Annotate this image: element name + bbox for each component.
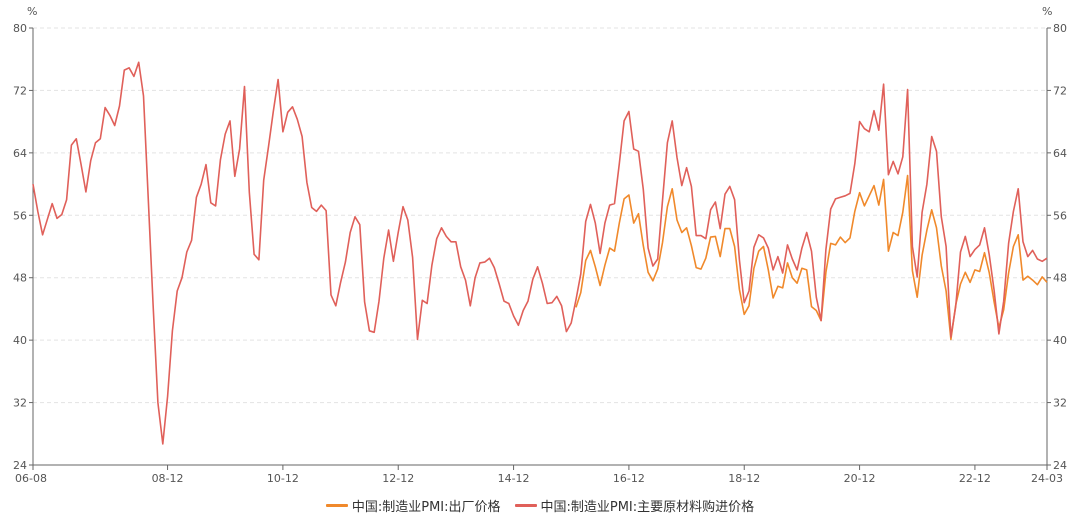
x-tick-label-22-12: 22-12 [959, 472, 991, 485]
y-left-tick-label-24: 24 [13, 459, 27, 472]
y-left-tick-label-56: 56 [13, 209, 27, 222]
y-right-tick-label-80: 80 [1053, 22, 1067, 35]
x-tick-label-12-12: 12-12 [382, 472, 414, 485]
y-left-tick-label-32: 32 [13, 397, 27, 410]
series-line-output-price [575, 174, 1048, 341]
legend-swatch-output-price [325, 504, 348, 507]
chart-legend: 中国:制造业PMI:出厂价格 中国:制造业PMI:主要原材料购进价格 [0, 496, 1080, 515]
right-axis-unit: % [1042, 5, 1053, 18]
series-line-input-price [32, 61, 1048, 445]
legend-label-output-price: 中国:制造业PMI:出厂价格 [351, 500, 501, 515]
x-tick-label-20-12: 20-12 [844, 472, 876, 485]
pmi-line-chart: 24 24 32 32 40 40 48 48 56 56 64 64 72 72 80 80 06-08 08-… [13, 22, 1067, 485]
y-left-tick-label-80: 80 [13, 22, 27, 35]
y-left-tick-label-40: 40 [13, 334, 27, 347]
y-right-tick-label-72: 72 [1053, 84, 1067, 97]
x-tick-label-24-03: 24-03 [1031, 472, 1063, 485]
legend-swatch-input-price [514, 504, 537, 507]
y-right-tick-label-56: 56 [1053, 209, 1067, 222]
y-right-tick-label-24: 24 [1053, 459, 1067, 472]
legend-label-input-price: 中国:制造业PMI:主要原材料购进价格 [540, 500, 755, 515]
x-tick-label-18-12: 18-12 [728, 472, 760, 485]
legend-item-input-price[interactable]: 中国:制造业PMI:主要原材料购进价格 [514, 496, 755, 515]
x-tick-label-06-08: 06-08 [15, 472, 47, 485]
y-right-tick-label-48: 48 [1053, 272, 1067, 285]
y-right-tick-label-32: 32 [1053, 397, 1067, 410]
y-left-tick-label-72: 72 [13, 84, 27, 97]
left-axis-unit: % [27, 5, 38, 18]
y-right-tick-label-40: 40 [1053, 334, 1067, 347]
x-tick-label-14-12: 14-12 [498, 472, 530, 485]
y-left-tick-label-48: 48 [13, 272, 27, 285]
y-left-tick-label-64: 64 [13, 147, 27, 160]
x-tick-label-16-12: 16-12 [613, 472, 645, 485]
y-right-tick-label-64: 64 [1053, 147, 1067, 160]
legend-item-output-price[interactable]: 中国:制造业PMI:出厂价格 [325, 496, 501, 515]
x-tick-label-08-12: 08-12 [152, 472, 184, 485]
x-tick-label-10-12: 10-12 [267, 472, 299, 485]
